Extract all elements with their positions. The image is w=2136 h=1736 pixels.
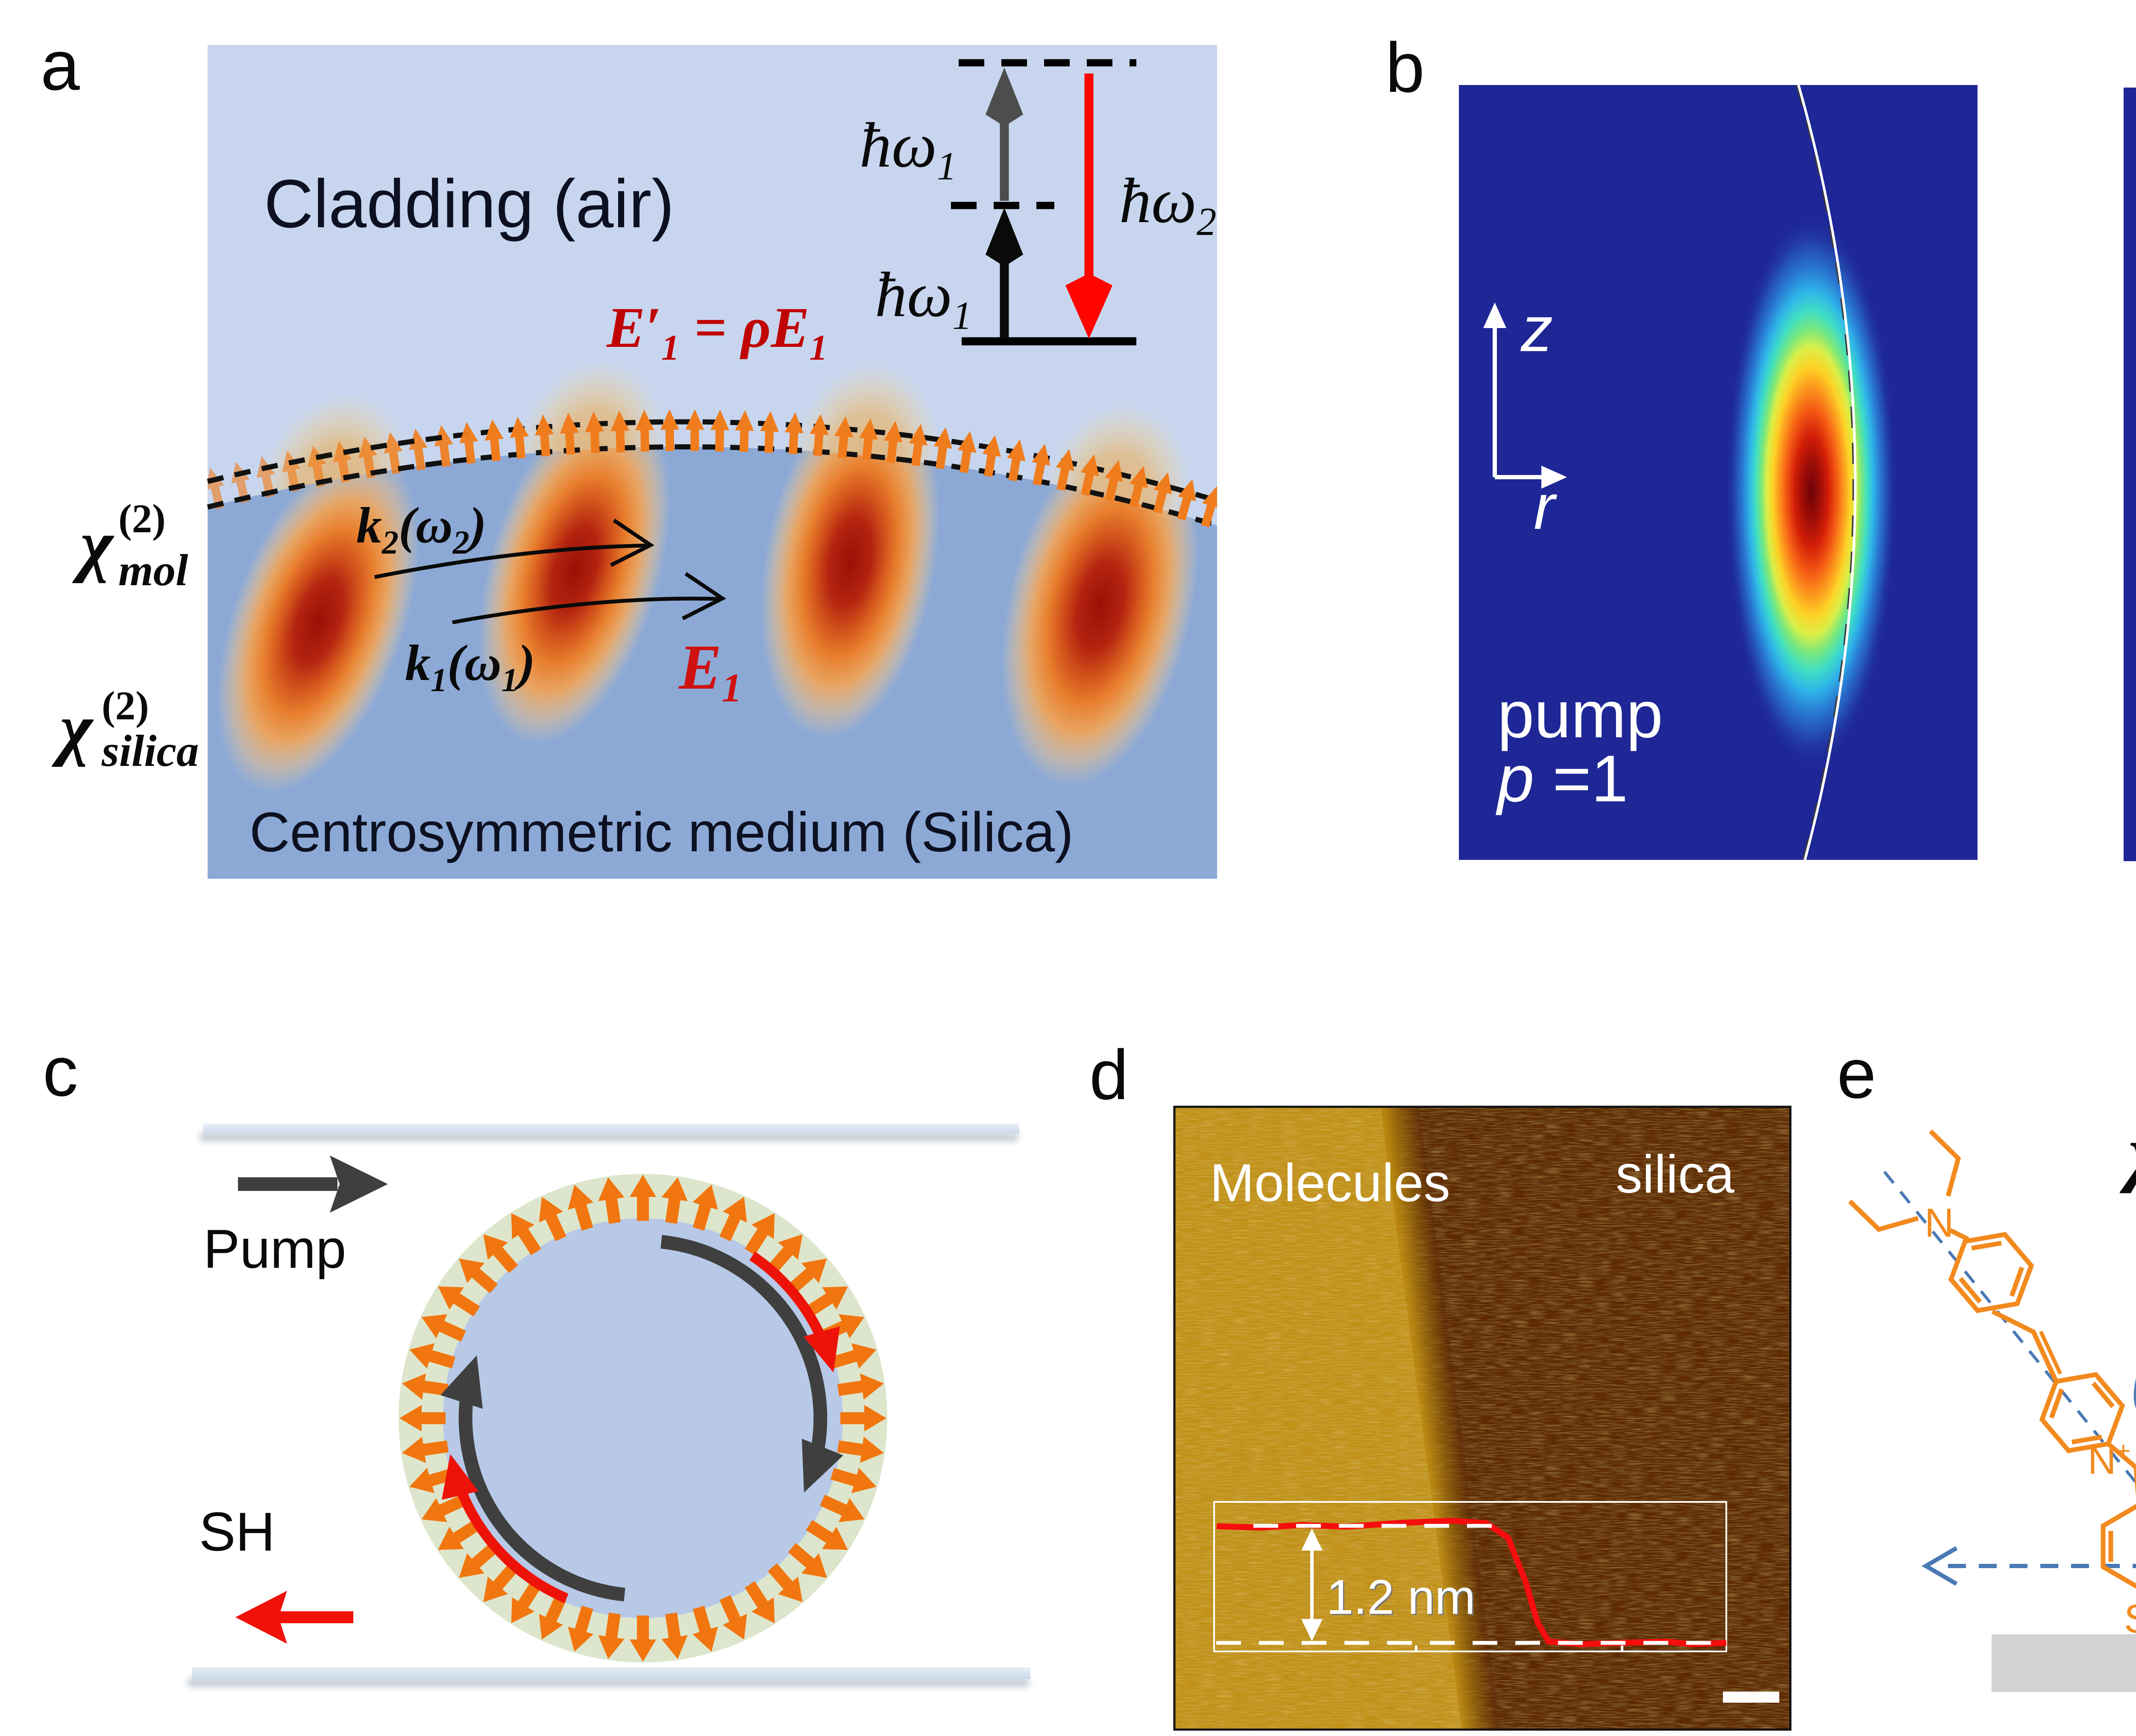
svg-text:N+: N+ — [2088, 1437, 2130, 1482]
svg-text:pump: pump — [1497, 677, 1663, 751]
svg-text:(2): (2) — [118, 496, 166, 541]
svg-text:1.2 nm: 1.2 nm — [1328, 1572, 1477, 1626]
svg-text:silica: silica — [101, 726, 199, 776]
svg-text:k1(ω1): k1(ω1) — [405, 634, 535, 698]
svg-text:r: r — [1534, 471, 1557, 542]
svg-text:χ: χ — [2119, 1111, 2136, 1194]
svg-text:p =1: p =1 — [1496, 742, 1628, 815]
svg-text:χ: χ — [72, 505, 114, 584]
svg-text:E′1 = ρE1: E′1 = ρE1 — [606, 296, 827, 368]
svg-text:Cladding (air): Cladding (air) — [264, 165, 674, 242]
svg-text:z: z — [1520, 293, 1553, 365]
svg-text:SH: SH — [199, 1501, 275, 1563]
svg-text:c: c — [43, 1032, 78, 1111]
svg-text:Pump: Pump — [203, 1219, 346, 1280]
svg-text:(2): (2) — [102, 683, 149, 728]
svg-text:N: N — [1925, 1200, 1954, 1246]
svg-text:1.2 nm: 1.2 nm — [1326, 1570, 1476, 1625]
svg-text:mol: mol — [118, 545, 188, 595]
svg-text:silica: silica — [1616, 1145, 1734, 1204]
svg-text:Centrosymmetric medium (Silica: Centrosymmetric medium (Silica) — [249, 801, 1074, 863]
svg-text:θ: θ — [2130, 1338, 2136, 1433]
svg-text:a: a — [41, 26, 80, 105]
svg-text:b: b — [1385, 28, 1425, 107]
svg-text:χ: χ — [51, 689, 94, 767]
svg-text:e: e — [1837, 1034, 1876, 1113]
svg-text:Si: Si — [2124, 1596, 2136, 1642]
svg-text:d: d — [1089, 1035, 1129, 1114]
svg-text:Molecules: Molecules — [1210, 1153, 1450, 1213]
